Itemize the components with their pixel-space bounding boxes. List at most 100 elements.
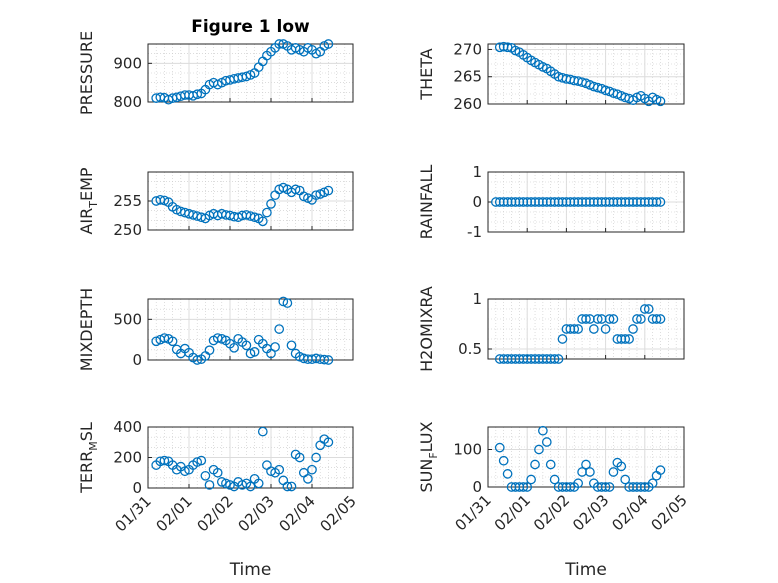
data-point xyxy=(643,304,654,314)
figure-title: Figure 1 low xyxy=(191,17,310,37)
axes-border xyxy=(487,426,685,488)
data-point xyxy=(257,426,268,437)
data-point xyxy=(262,207,272,218)
data-point xyxy=(502,469,513,479)
data-point xyxy=(159,455,170,466)
axes-border xyxy=(147,171,354,231)
data-point xyxy=(204,345,215,356)
x-tick-label: 02/04 xyxy=(276,492,319,535)
y-tick-label: 265 xyxy=(453,68,482,86)
data-point xyxy=(245,481,256,492)
x-tick-label: 02/01 xyxy=(491,491,534,534)
data-point xyxy=(266,199,276,209)
data-point xyxy=(553,354,564,364)
axes-border xyxy=(147,426,354,489)
subplot-1: 800 900 PRESSURE Figure 1 low xyxy=(77,17,354,115)
data-point xyxy=(616,461,627,472)
data-point xyxy=(274,324,285,334)
data-point xyxy=(549,354,560,364)
subplot-3: 250 255 AIRTEMP xyxy=(77,167,354,239)
axes-frame xyxy=(487,43,685,105)
x-tick-label: 02/05 xyxy=(317,492,360,535)
data-point xyxy=(518,482,529,492)
data-point xyxy=(274,464,285,475)
data-point xyxy=(573,324,584,334)
data-point xyxy=(323,185,334,196)
data-point xyxy=(588,324,599,334)
y-axis-label: TERRMSL xyxy=(77,422,100,494)
axes-border xyxy=(487,43,685,105)
subplot-4: -1 0 1 RAINFALL xyxy=(417,163,685,241)
y-tick-label: 0 xyxy=(472,478,482,496)
y-tick-label: 0 xyxy=(472,193,482,211)
axes-frame xyxy=(487,298,685,360)
data-point xyxy=(192,355,203,365)
data-point xyxy=(290,184,301,195)
data-point xyxy=(632,314,642,324)
y-axis-label: PRESSURE xyxy=(77,31,96,115)
y-tick-label: 400 xyxy=(113,418,142,436)
data-point xyxy=(180,466,190,477)
y-tick-label: 250 xyxy=(113,221,142,239)
data-point xyxy=(636,314,646,324)
data-point xyxy=(323,39,334,49)
data-point xyxy=(526,474,536,485)
data-point xyxy=(655,197,666,207)
data-point xyxy=(225,480,235,490)
data-point xyxy=(204,480,215,490)
y-tick-label: 0 xyxy=(132,479,142,497)
data-point xyxy=(557,334,568,344)
x-tick-label: 02/02 xyxy=(194,492,237,535)
y-axis-label: THETA xyxy=(417,48,436,100)
data-point xyxy=(530,459,540,470)
data-point xyxy=(159,333,170,343)
data-point xyxy=(241,71,252,82)
data-point xyxy=(257,216,268,227)
data-point xyxy=(600,482,611,492)
y-tick-label: 1 xyxy=(472,163,482,181)
data-point xyxy=(628,324,638,334)
y-tick-label: 500 xyxy=(113,310,142,328)
data-point xyxy=(620,474,631,485)
data-point xyxy=(200,470,211,481)
x-tick-label: 02/01 xyxy=(153,492,196,535)
subplot-8: 0 100 SUNFLUX 01/3102/0102/0202/0302/0402/0… xyxy=(417,421,691,580)
y-axis-label: MIXDEPTH xyxy=(77,288,96,371)
data-point xyxy=(303,473,313,484)
axes-border xyxy=(147,298,354,361)
x-axis-label: Time xyxy=(229,560,272,580)
y-tick-label: 0.5 xyxy=(458,340,482,358)
data-point xyxy=(545,459,556,470)
data-point xyxy=(639,304,650,314)
data-point xyxy=(651,314,662,324)
x-tick-label: 01/31 xyxy=(112,492,155,535)
data-point xyxy=(311,452,321,463)
y-tick-label: 255 xyxy=(113,192,142,210)
subplot-7: 0 200 400 TERRMSL 01/3102/0102/0202/0302/040… xyxy=(77,418,360,580)
axes-border xyxy=(487,171,685,233)
data-point xyxy=(196,455,207,466)
data-point xyxy=(608,314,619,324)
data-point xyxy=(311,190,321,201)
data-point xyxy=(569,324,580,334)
data-point xyxy=(600,324,611,334)
data-point xyxy=(249,212,260,223)
axes-border xyxy=(487,298,685,360)
data-point xyxy=(581,459,591,470)
y-tick-label: 900 xyxy=(113,54,142,72)
data-point xyxy=(655,465,666,475)
data-point xyxy=(620,334,631,344)
data-point xyxy=(498,455,509,466)
data-point xyxy=(221,478,231,489)
x-tick-label: 02/02 xyxy=(530,491,573,534)
data-point xyxy=(494,442,505,453)
data-point xyxy=(522,482,533,492)
x-tick-label: 02/05 xyxy=(648,491,691,534)
data-point xyxy=(639,482,650,492)
data-point xyxy=(651,197,662,207)
x-tick-label: 01/31 xyxy=(452,491,495,534)
data-point xyxy=(655,96,666,107)
data-point xyxy=(253,478,264,489)
data-point xyxy=(541,437,552,447)
data-point xyxy=(608,467,619,477)
